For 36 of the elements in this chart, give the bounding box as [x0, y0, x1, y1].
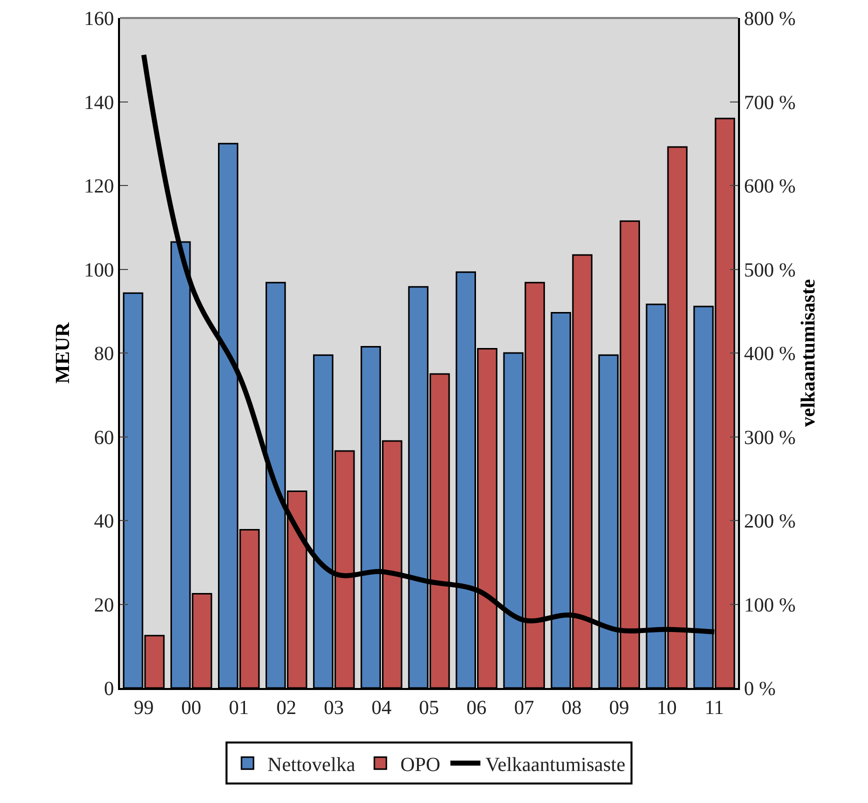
y2-tick-label: 0 % [744, 678, 776, 700]
legend-label: Velkaantumisaste [485, 754, 626, 776]
y-tick-label: 40 [94, 510, 114, 532]
x-tick-label: 10 [656, 697, 677, 719]
x-tick-label: 99 [134, 697, 154, 719]
legend-label: OPO [400, 754, 440, 776]
x-tick-label: 06 [466, 697, 487, 719]
x-tick-label: 05 [419, 697, 439, 719]
y2-tick-label: 800 % [744, 8, 796, 30]
y-tick-label: 140 [84, 92, 114, 114]
y-axis-title: MEUR [52, 322, 74, 384]
x-tick-label: 01 [228, 697, 249, 719]
y2-tick-label: 300 % [744, 426, 796, 449]
y-tick-label: 80 [94, 343, 114, 365]
x-tick-label: 00 [181, 697, 202, 719]
x-tick-label: 09 [609, 697, 630, 719]
x-tick-label: 02 [276, 697, 296, 719]
y2-tick-label: 200 % [744, 510, 796, 532]
y-tick-label: 20 [94, 594, 114, 616]
y-tick-label: 60 [94, 426, 114, 449]
y2-tick-label: 600 % [744, 176, 796, 198]
y-tick-label: 160 [84, 8, 114, 30]
x-tick-label: 08 [562, 697, 582, 719]
y2-tick-label: 500 % [744, 259, 796, 282]
y-tick-label: 100 [84, 259, 114, 282]
y2-tick-label: 400 % [744, 343, 796, 365]
x-tick-label: 03 [324, 697, 344, 719]
y2-tick-label: 100 % [744, 594, 796, 616]
y-tick-label: 0 [104, 678, 114, 700]
y2-tick-label: 700 % [744, 92, 796, 114]
y-tick-label: 120 [84, 176, 114, 198]
y2-axis-title: velkaantumisaste [798, 278, 820, 427]
x-tick-label: 11 [704, 697, 724, 719]
x-tick-label: 04 [371, 697, 392, 719]
legend-label: Nettovelka [268, 754, 356, 776]
x-tick-label: 07 [514, 697, 534, 719]
